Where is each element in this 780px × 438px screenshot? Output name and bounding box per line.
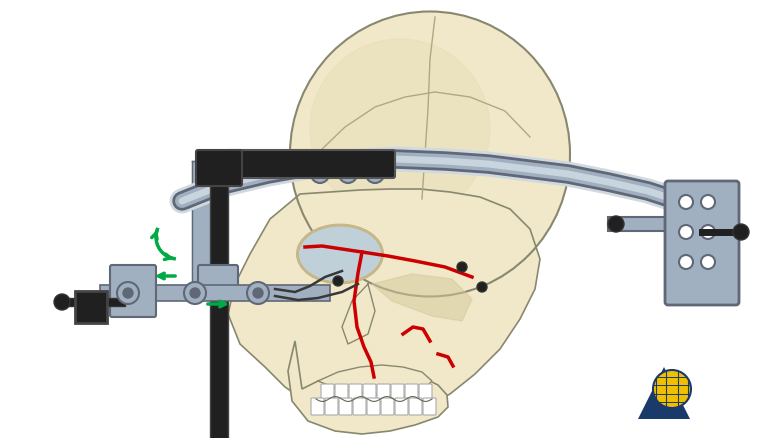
FancyBboxPatch shape bbox=[409, 398, 422, 415]
FancyBboxPatch shape bbox=[423, 398, 436, 415]
Circle shape bbox=[123, 288, 133, 298]
Polygon shape bbox=[638, 367, 690, 419]
Circle shape bbox=[653, 370, 691, 408]
Circle shape bbox=[333, 276, 343, 286]
FancyBboxPatch shape bbox=[353, 398, 366, 415]
Circle shape bbox=[253, 288, 263, 298]
FancyBboxPatch shape bbox=[196, 151, 242, 187]
FancyBboxPatch shape bbox=[405, 384, 418, 402]
Circle shape bbox=[339, 166, 357, 184]
Circle shape bbox=[608, 216, 624, 233]
Circle shape bbox=[701, 226, 715, 240]
Circle shape bbox=[679, 195, 693, 209]
Polygon shape bbox=[318, 365, 432, 397]
Polygon shape bbox=[192, 162, 212, 284]
FancyBboxPatch shape bbox=[391, 384, 404, 402]
Circle shape bbox=[457, 262, 467, 272]
Circle shape bbox=[701, 195, 715, 209]
FancyBboxPatch shape bbox=[75, 291, 107, 323]
Bar bbox=[608, 218, 674, 231]
FancyBboxPatch shape bbox=[226, 151, 395, 179]
Bar bbox=[100, 285, 330, 301]
Circle shape bbox=[733, 225, 749, 240]
Circle shape bbox=[54, 294, 70, 310]
Polygon shape bbox=[372, 274, 472, 321]
Circle shape bbox=[701, 255, 715, 269]
Ellipse shape bbox=[297, 226, 382, 283]
Circle shape bbox=[311, 166, 329, 184]
FancyBboxPatch shape bbox=[381, 398, 394, 415]
FancyBboxPatch shape bbox=[198, 265, 238, 299]
Polygon shape bbox=[228, 190, 540, 417]
Circle shape bbox=[477, 283, 487, 292]
Circle shape bbox=[366, 166, 384, 184]
FancyBboxPatch shape bbox=[349, 384, 362, 402]
FancyBboxPatch shape bbox=[339, 398, 352, 415]
FancyBboxPatch shape bbox=[311, 398, 324, 415]
FancyBboxPatch shape bbox=[321, 384, 334, 402]
Bar bbox=[210, 155, 228, 438]
Circle shape bbox=[190, 288, 200, 298]
Ellipse shape bbox=[310, 40, 490, 219]
Circle shape bbox=[117, 283, 139, 304]
Circle shape bbox=[679, 226, 693, 240]
Circle shape bbox=[184, 283, 206, 304]
Polygon shape bbox=[342, 284, 375, 344]
Ellipse shape bbox=[290, 12, 570, 297]
Polygon shape bbox=[288, 341, 448, 434]
Circle shape bbox=[679, 255, 693, 269]
FancyBboxPatch shape bbox=[363, 384, 376, 402]
FancyBboxPatch shape bbox=[377, 384, 390, 402]
FancyBboxPatch shape bbox=[395, 398, 408, 415]
FancyBboxPatch shape bbox=[335, 384, 348, 402]
Bar bbox=[60, 298, 125, 306]
Circle shape bbox=[247, 283, 269, 304]
FancyBboxPatch shape bbox=[367, 398, 380, 415]
FancyBboxPatch shape bbox=[325, 398, 338, 415]
FancyBboxPatch shape bbox=[665, 182, 739, 305]
FancyBboxPatch shape bbox=[110, 265, 156, 317]
FancyBboxPatch shape bbox=[419, 384, 432, 402]
